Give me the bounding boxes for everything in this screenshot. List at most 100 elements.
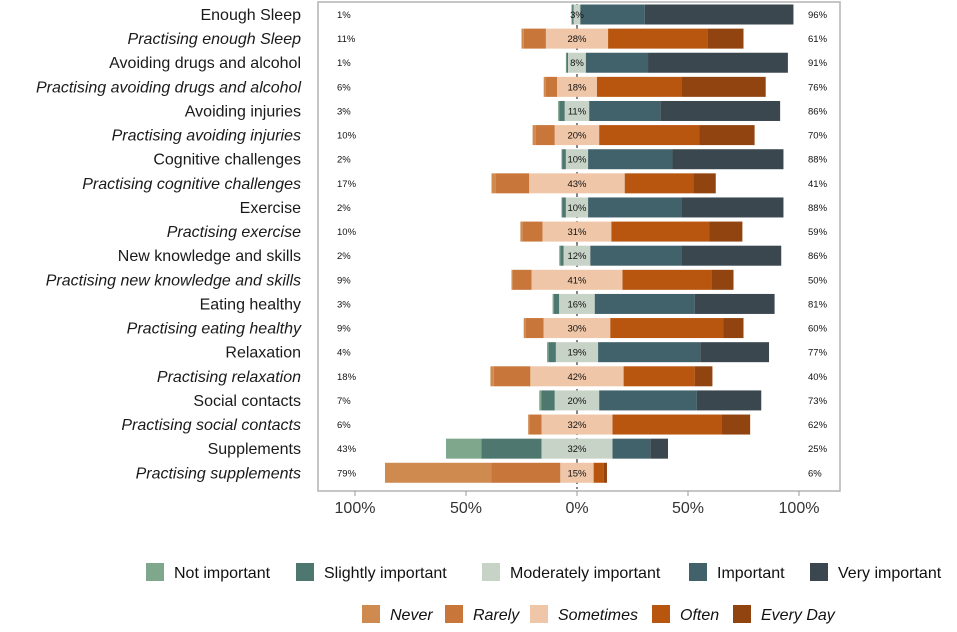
legend-swatch-rarely xyxy=(445,605,463,623)
bar-segment-important xyxy=(598,342,701,363)
legend-label-sometimes: Sometimes xyxy=(558,607,638,624)
left-percent-label: 17% xyxy=(337,179,357,190)
bar-segment-rarely xyxy=(545,76,558,97)
category-label: Avoiding drugs and alcohol xyxy=(109,55,301,72)
x-tick-label: 50% xyxy=(672,500,704,517)
legend: Not important Slightly important Moderatel… xyxy=(146,563,942,624)
right-percent-label: 81% xyxy=(808,299,828,310)
bar-segment-not-important xyxy=(558,100,560,121)
left-percent-label: 11% xyxy=(337,34,356,45)
bar-segment-sometimes xyxy=(542,221,612,242)
bar-segment-never xyxy=(491,173,496,194)
bar-segment-important xyxy=(612,438,651,459)
bar-segment-often xyxy=(612,414,722,435)
bar-segment-rarely xyxy=(493,366,531,387)
bar-segment-not-important xyxy=(561,197,563,218)
bar-segment-sometimes xyxy=(554,125,600,146)
left-percent-label: 1% xyxy=(337,58,351,69)
bar-segment-never xyxy=(520,221,523,242)
bar-segment-important xyxy=(585,52,649,73)
bar-segment-often xyxy=(622,269,712,290)
bar-segment-often xyxy=(593,462,604,483)
bar-segment-every-day xyxy=(723,318,744,339)
center-percent-label: 19% xyxy=(567,348,587,359)
center-percent-label: 31% xyxy=(567,227,587,238)
left-percent-label: 6% xyxy=(337,420,351,431)
category-label: Practising new knowledge and skills xyxy=(46,272,301,289)
right-percent-label: 73% xyxy=(808,396,828,407)
bar-segment-rarely xyxy=(491,462,561,483)
bar-segment-slightly-important xyxy=(541,390,555,411)
bar-segment-very-important xyxy=(681,245,782,266)
bar-segment-slightly-important xyxy=(560,245,564,266)
bar-segment-not-important xyxy=(559,245,561,266)
legend-swatch-slightly-important xyxy=(296,563,314,581)
legend-label-rarely: Rarely xyxy=(473,607,520,624)
right-percent-label: 62% xyxy=(808,420,828,431)
right-percent-label: 70% xyxy=(808,131,828,142)
legend-swatch-very-important xyxy=(810,563,828,581)
bar-segment-not-important xyxy=(561,149,563,170)
bar-segment-sometimes xyxy=(530,366,624,387)
legend-label-slightly-important: Slightly important xyxy=(324,565,447,582)
left-percent-label: 18% xyxy=(337,372,357,383)
bar-segment-not-important xyxy=(539,390,542,411)
bar-segment-important xyxy=(594,293,695,314)
bar-segment-not-important xyxy=(547,342,549,363)
bar-segment-sometimes xyxy=(543,318,611,339)
bar-segment-often xyxy=(608,28,708,49)
center-percent-label: 10% xyxy=(567,203,587,214)
bar-segment-very-important xyxy=(694,293,775,314)
bar-segment-very-important xyxy=(681,197,784,218)
bar-segment-every-day xyxy=(707,28,744,49)
bar-segment-every-day xyxy=(699,125,755,146)
bar-segment-never xyxy=(528,414,530,435)
bar-segment-often xyxy=(596,76,682,97)
legend-label-never: Never xyxy=(390,607,433,624)
category-label: Practising cognitive challenges xyxy=(82,176,301,193)
category-label: Exercise xyxy=(240,200,301,217)
category-label: Relaxation xyxy=(225,345,301,362)
right-percent-label: 41% xyxy=(808,179,828,190)
legend-swatch-sometimes xyxy=(530,605,548,623)
legend-swatch-moderately-important xyxy=(482,563,500,581)
left-percent-label: 4% xyxy=(337,348,351,359)
bar-segment-rarely xyxy=(512,269,532,290)
bar-segment-sometimes xyxy=(531,269,623,290)
bar-segment-moderately-important xyxy=(555,342,599,363)
bar-segment-never xyxy=(532,125,536,146)
bar-segment-slightly-important xyxy=(559,100,565,121)
bar-segment-rarely xyxy=(525,318,544,339)
bar-segment-rarely xyxy=(495,173,530,194)
center-percent-label: 11% xyxy=(568,106,587,117)
x-tick-label: 100% xyxy=(335,500,376,517)
center-percent-label: 3% xyxy=(570,10,584,21)
category-label: New knowledge and skills xyxy=(118,248,301,265)
bar-segment-slightly-important xyxy=(553,293,560,314)
bar-segment-never xyxy=(384,462,492,483)
bar-segment-sometimes xyxy=(529,173,625,194)
plot-border xyxy=(317,1,841,492)
left-percent-label: 10% xyxy=(337,227,357,238)
legend-swatch-every-day xyxy=(733,605,751,623)
bar-segment-never xyxy=(490,366,494,387)
bar-segment-every-day xyxy=(603,462,607,483)
bar-segment-never xyxy=(521,28,524,49)
bar-segment-important xyxy=(588,197,682,218)
legend-label-not-important: Not important xyxy=(174,565,271,582)
center-percent-label: 8% xyxy=(570,58,584,69)
left-percent-label: 9% xyxy=(337,275,351,286)
bar-segment-very-important xyxy=(650,438,669,459)
left-percent-label: 7% xyxy=(337,396,351,407)
category-label: Practising relaxation xyxy=(157,369,301,386)
bar-segment-rarely xyxy=(529,414,542,435)
right-percent-label: 91% xyxy=(808,58,828,69)
bar-segment-sometimes xyxy=(545,28,609,49)
bar-segment-slightly-important xyxy=(562,149,566,170)
center-percent-label: 28% xyxy=(567,34,587,45)
bar-segment-moderately-important xyxy=(559,293,595,314)
right-percent-label: 76% xyxy=(808,82,828,93)
category-label: Practising exercise xyxy=(167,224,301,241)
bar-segment-slightly-important xyxy=(481,438,542,459)
